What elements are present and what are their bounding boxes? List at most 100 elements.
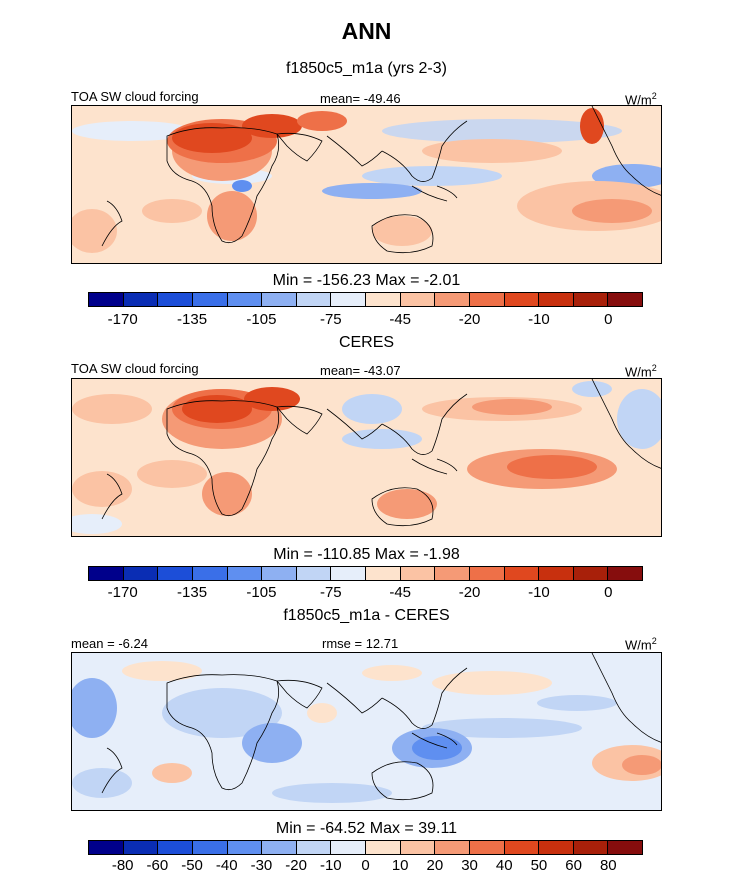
- colorbar-swatch: [469, 293, 505, 306]
- colorbar-tick-label: 80: [599, 857, 617, 874]
- colorbar-tick-label: -30: [250, 857, 273, 874]
- colorbar-swatch: [435, 841, 470, 854]
- colorbar-tick-label: -170: [107, 584, 138, 601]
- colorbar-swatch: [435, 293, 470, 306]
- panel-3-map: [71, 652, 662, 811]
- colorbar-tick-label: -75: [319, 584, 342, 601]
- colorbar-tick-label: 60: [565, 857, 582, 874]
- colorbar-tick-label: 0: [604, 311, 613, 328]
- colorbar-swatch: [573, 293, 609, 306]
- panel-2-colorbar-ticks: -170 -135 -105 -75 -45 -20 -10 0: [88, 584, 643, 602]
- colorbar-tick-label: 0: [361, 857, 370, 874]
- colorbar-swatch: [123, 293, 159, 306]
- colorbar-swatch: [262, 567, 297, 580]
- colorbar-swatch: [123, 567, 159, 580]
- colorbar-swatch: [331, 293, 366, 306]
- colorbar-swatch: [608, 293, 642, 306]
- colorbar-swatch: [435, 567, 470, 580]
- colorbar-swatch: [192, 841, 228, 854]
- colorbar-swatch: [158, 567, 193, 580]
- panel-1-stats: Min = -156.23 Max = -2.01: [272, 272, 461, 289]
- panel-1-colorbar: [88, 292, 643, 307]
- panel-2-variable-label: TOA SW cloud forcing: [71, 361, 199, 376]
- colorbar-tick-label: -170: [107, 311, 138, 328]
- colorbar-swatch: [608, 567, 642, 580]
- colorbar-swatch: [573, 567, 609, 580]
- colorbar-swatch: [539, 293, 574, 306]
- colorbar-tick-label: -135: [177, 584, 208, 601]
- panel-2-map: [71, 378, 662, 537]
- colorbar-swatch: [296, 567, 332, 580]
- colorbar-tick-label: -20: [285, 857, 307, 874]
- colorbar-swatch: [366, 293, 401, 306]
- colorbar-tick-label: 0: [604, 584, 613, 601]
- colorbar-swatch: [539, 567, 574, 580]
- panel-3-stats: Min = -64.52 Max = 39.11: [275, 820, 458, 837]
- colorbar-swatch: [504, 293, 540, 306]
- colorbar-tick-label: -135: [177, 311, 208, 328]
- colorbar-tick-label: -40: [215, 857, 238, 874]
- panel-2-title: CERES: [338, 334, 395, 351]
- colorbar-tick-label: -60: [146, 857, 169, 874]
- colorbar-tick-label: -10: [319, 857, 342, 874]
- colorbar-swatch: [400, 567, 436, 580]
- panel-1-map: [71, 105, 662, 264]
- colorbar-tick-label: -20: [458, 584, 481, 601]
- panel-3-title: f1850c5_m1a - CERES: [283, 607, 450, 624]
- colorbar-swatch: [262, 293, 297, 306]
- panel-3-rmse-label: rmse = 12.71: [322, 636, 399, 651]
- colorbar-swatch: [504, 567, 540, 580]
- colorbar-swatch: [158, 841, 193, 854]
- colorbar-tick-label: -105: [246, 584, 277, 601]
- panel-3-colorbar: [88, 840, 643, 855]
- colorbar-tick-label: 50: [530, 857, 548, 874]
- colorbar-tick-label: -20: [458, 311, 481, 328]
- colorbar-tick-label: 10: [391, 857, 409, 874]
- colorbar-swatch: [89, 293, 124, 306]
- colorbar-swatch: [192, 293, 228, 306]
- colorbar-swatch: [158, 293, 193, 306]
- colorbar-swatch: [227, 293, 263, 306]
- colorbar-swatch: [192, 567, 228, 580]
- colorbar-tick-label: -10: [528, 311, 550, 328]
- colorbar-tick-label: -105: [246, 311, 277, 328]
- colorbar-swatch: [296, 841, 332, 854]
- colorbar-swatch: [504, 841, 540, 854]
- colorbar-swatch: [366, 841, 401, 854]
- colorbar-swatch: [227, 567, 263, 580]
- colorbar-swatch: [89, 841, 124, 854]
- colorbar-swatch: [123, 841, 159, 854]
- panel-3-mean-label: mean = -6.24: [71, 636, 148, 651]
- panel-2-colorbar: [88, 566, 643, 581]
- colorbar-swatch: [89, 567, 124, 580]
- colorbar-tick-label: -45: [389, 584, 412, 601]
- colorbar-tick-label: -45: [389, 311, 412, 328]
- panel-2-units: W/m2: [625, 363, 657, 380]
- colorbar-swatch: [331, 841, 366, 854]
- colorbar-tick-label: -75: [319, 311, 342, 328]
- panel-1-units: W/m2: [625, 91, 657, 108]
- colorbar-swatch: [296, 293, 332, 306]
- colorbar-tick-label: 20: [426, 857, 444, 874]
- colorbar-swatch: [227, 841, 263, 854]
- panel-3-units: W/m2: [625, 636, 657, 653]
- panel-1-variable-label: TOA SW cloud forcing: [71, 89, 199, 104]
- panel-1-mean-label: mean= -49.46: [320, 91, 401, 106]
- panel-2-stats: Min = -110.85 Max = -1.98: [273, 546, 460, 563]
- colorbar-swatch: [469, 841, 505, 854]
- colorbar-swatch: [400, 293, 436, 306]
- colorbar-swatch: [573, 841, 609, 854]
- colorbar-tick-label: 40: [495, 857, 513, 874]
- panel-1-colorbar-ticks: -170 -135 -105 -75 -45 -20 -10 0: [88, 311, 643, 329]
- colorbar-tick-label: -10: [528, 584, 550, 601]
- colorbar-swatch: [400, 841, 436, 854]
- colorbar-swatch: [366, 567, 401, 580]
- panel-2-mean-label: mean= -43.07: [320, 363, 401, 378]
- figure-title: ANN: [341, 18, 392, 44]
- colorbar-swatch: [469, 567, 505, 580]
- panel-3-colorbar-ticks: -80 -60 -50 -40 -30 -20 -10 0 10 20 30 40 50 60 80: [88, 857, 643, 875]
- panel-1-title: f1850c5_m1a (yrs 2-3): [286, 60, 447, 77]
- colorbar-tick-label: 30: [461, 857, 478, 874]
- colorbar-swatch: [262, 841, 297, 854]
- colorbar-tick-label: -50: [181, 857, 203, 874]
